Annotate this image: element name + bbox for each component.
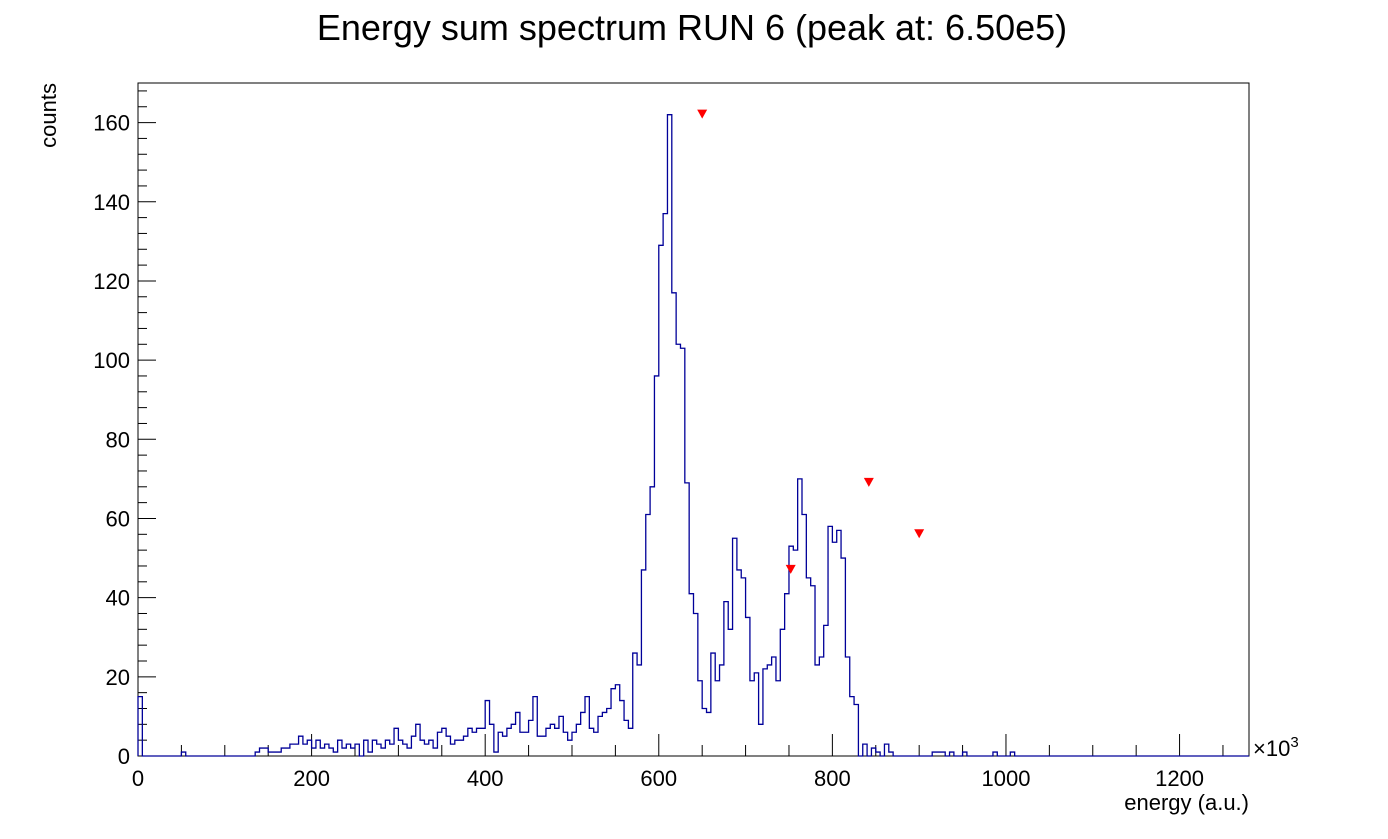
x-tick-label: 0 xyxy=(132,766,144,791)
x-tick-label: 1200 xyxy=(1155,766,1204,791)
x-axis-multiplier: ×103 xyxy=(1253,734,1299,761)
y-tick-label: 0 xyxy=(118,744,130,769)
y-tick-label: 120 xyxy=(93,269,130,294)
peak-marker xyxy=(697,109,708,119)
x-axis-label: energy (a.u.) xyxy=(1124,790,1249,815)
y-tick-label: 160 xyxy=(93,111,130,136)
peak-marker xyxy=(914,529,925,539)
x-tick-label: 600 xyxy=(640,766,677,791)
chart-title: Energy sum spectrum RUN 6 (peak at: 6.50… xyxy=(317,7,1067,48)
y-tick-label: 140 xyxy=(93,190,130,215)
x-tick-label: 800 xyxy=(814,766,851,791)
peak-marker xyxy=(785,564,796,574)
x-tick-label: 400 xyxy=(467,766,504,791)
axes: 0 20 40 60 80 100 120 140 160 0 200 400 600 800 1000 12… xyxy=(93,82,1250,791)
y-tick-label: 80 xyxy=(106,427,130,452)
x-tick-label: 1000 xyxy=(981,766,1030,791)
peak-markers xyxy=(697,109,925,574)
y-tick-label: 60 xyxy=(106,506,130,531)
x-axis-multiplier-base: ×10 xyxy=(1253,736,1290,761)
y-axis-label: counts xyxy=(36,83,61,148)
x-tick-label: 200 xyxy=(293,766,330,791)
x-axis-multiplier-exponent: 3 xyxy=(1290,734,1298,751)
plot-frame xyxy=(137,82,1250,757)
peak-marker xyxy=(863,477,874,487)
histogram-series xyxy=(137,114,1249,757)
y-tick-label: 100 xyxy=(93,348,130,373)
y-tick-label: 20 xyxy=(106,665,130,690)
y-tick-label: 40 xyxy=(106,586,130,611)
